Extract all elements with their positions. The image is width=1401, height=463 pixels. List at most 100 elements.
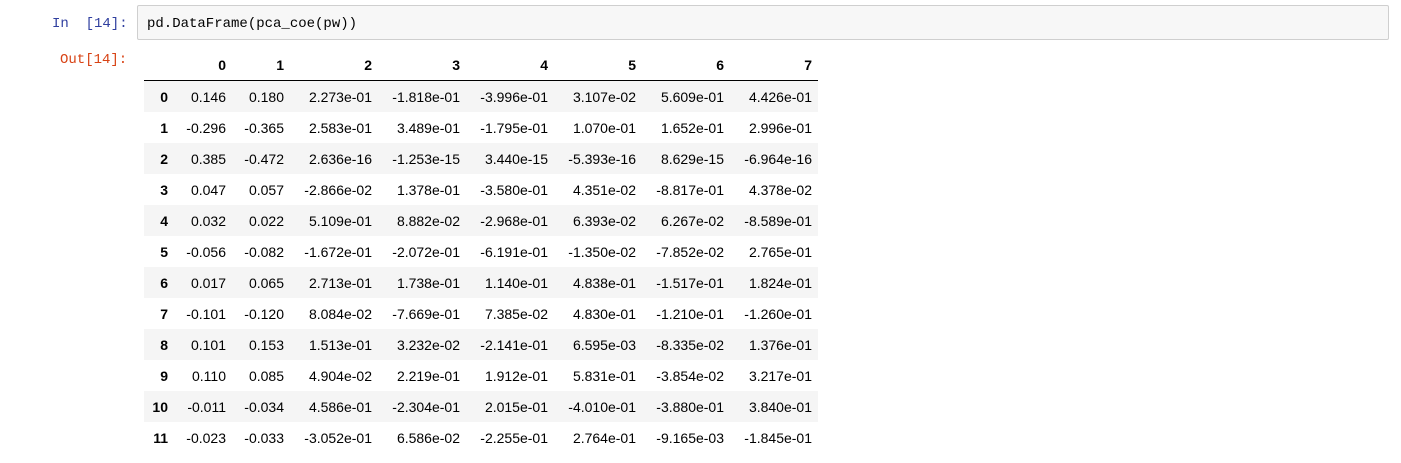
table-cell: 0.022	[248, 212, 284, 229]
table-cell: 4.351e-02	[572, 181, 636, 198]
table-cell: 6.393e-02	[572, 212, 636, 229]
table-cell: 2.583e-01	[308, 119, 372, 136]
table-cell: 1.824e-01	[748, 274, 812, 291]
table-row: 5 -0.056 -0.082 -1.672e-01 -2.072e-01 -6.191e…	[144, 236, 818, 267]
table-cell: -2.141e-01	[480, 336, 548, 353]
table-cell: -9.165e-03	[656, 429, 724, 446]
table-cell: -0.033	[244, 429, 284, 446]
table-cell: 0.017	[190, 274, 226, 291]
table-cell: 1.070e-01	[572, 119, 636, 136]
row-index: 10	[152, 398, 168, 415]
table-cell: -3.052e-01	[304, 429, 372, 446]
table-cell: 4.830e-01	[572, 305, 636, 322]
table-cell: -0.034	[244, 398, 284, 415]
table-cell: -3.996e-01	[480, 88, 548, 105]
row-index: 5	[160, 243, 168, 260]
column-header: 4	[466, 49, 554, 81]
table-cell: 2.713e-01	[308, 274, 372, 291]
table-cell: 3.232e-02	[396, 336, 460, 353]
table-cell: 4.904e-02	[308, 367, 372, 384]
table-cell: -1.253e-15	[392, 150, 460, 167]
table-cell: -0.472	[244, 150, 284, 167]
table-cell: -0.296	[186, 119, 226, 136]
table-cell: 8.084e-02	[308, 305, 372, 322]
table-cell: -8.589e-01	[744, 212, 812, 229]
table-cell: 4.378e-02	[748, 181, 812, 198]
code-cell-input[interactable]: pd.DataFrame(pca_coe(pw))	[137, 5, 1389, 40]
row-index: 11	[153, 429, 168, 446]
row-index: 7	[160, 305, 168, 322]
table-row: 11 -0.023 -0.033 -3.052e-01 6.586e-02 -2.255e…	[144, 422, 818, 453]
table-row: 0 0.146 0.180 2.273e-01 -1.818e-01 -3.996e-01…	[144, 80, 818, 112]
table-cell: 2.764e-01	[572, 429, 636, 446]
table-cell: -0.082	[244, 243, 284, 260]
table-cell: -3.880e-01	[656, 398, 724, 415]
table-cell: 0.153	[248, 336, 284, 353]
table-cell: -6.191e-01	[480, 243, 548, 260]
table-cell: -6.964e-16	[744, 150, 812, 167]
column-header: 7	[730, 49, 818, 81]
table-cell: 3.107e-02	[572, 88, 636, 105]
table-cell: 5.109e-01	[308, 212, 372, 229]
table-cell: -2.866e-02	[304, 181, 372, 198]
table-cell: 2.636e-16	[308, 150, 372, 167]
table-cell: 2.765e-01	[748, 243, 812, 260]
row-index: 2	[160, 150, 168, 167]
table-cell: -1.210e-01	[656, 305, 724, 322]
table-cell: -1.845e-01	[744, 429, 812, 446]
table-cell: 5.831e-01	[572, 367, 636, 384]
output-prompt: Out[14]:	[60, 52, 128, 68]
table-cell: 3.840e-01	[748, 398, 812, 415]
column-header: 1	[232, 49, 290, 81]
table-cell: -3.580e-01	[480, 181, 548, 198]
table-cell: 2.273e-01	[308, 88, 372, 105]
table-cell: 2.996e-01	[748, 119, 812, 136]
table-cell: 0.146	[190, 88, 226, 105]
table-row: 3 0.047 0.057 -2.866e-02 1.378e-01 -3.580e-01…	[144, 174, 818, 205]
table-row: 4 0.032 0.022 5.109e-01 8.882e-02 -2.968e-01 6…	[144, 205, 818, 236]
table-cell: 4.426e-01	[748, 88, 812, 105]
column-header: 0	[174, 49, 232, 81]
table-cell: 3.440e-15	[484, 150, 548, 167]
row-index: 8	[160, 336, 168, 353]
table-cell: -0.120	[244, 305, 284, 322]
table-cell: 0.110	[192, 367, 226, 384]
row-index: 0	[160, 88, 168, 105]
table-row: 1 -0.296 -0.365 2.583e-01 3.489e-01 -1.795e-0…	[144, 112, 818, 143]
table-cell: -7.669e-01	[392, 305, 460, 322]
table-cell: 3.489e-01	[396, 119, 460, 136]
table-cell: -1.517e-01	[656, 274, 724, 291]
table-cell: 0.085	[248, 367, 284, 384]
table-cell: 8.882e-02	[396, 212, 460, 229]
table-cell: 0.057	[248, 181, 284, 198]
table-cell: 1.652e-01	[660, 119, 724, 136]
table-cell: 1.513e-01	[308, 336, 372, 353]
column-header: 2	[290, 49, 378, 81]
table-cell: -0.101	[186, 305, 226, 322]
table-cell: 6.267e-02	[660, 212, 724, 229]
table-cell: -0.056	[186, 243, 226, 260]
row-index: 4	[160, 212, 168, 229]
table-cell: 0.047	[190, 181, 226, 198]
table-cell: -2.072e-01	[392, 243, 460, 260]
table-cell: 4.586e-01	[308, 398, 372, 415]
table-row: 10 -0.011 -0.034 4.586e-01 -2.304e-01 2.015e-…	[144, 391, 818, 422]
table-cell: 0.180	[248, 88, 284, 105]
table-cell: -1.672e-01	[304, 243, 372, 260]
row-index: 6	[160, 274, 168, 291]
table-cell: 0.101	[190, 336, 226, 353]
table-cell: 0.065	[248, 274, 284, 291]
table-cell: -0.365	[244, 119, 284, 136]
table-row: 6 0.017 0.065 2.713e-01 1.738e-01 1.140e-01 4.…	[144, 267, 818, 298]
table-cell: -1.350e-02	[568, 243, 636, 260]
table-cell: 1.376e-01	[748, 336, 812, 353]
input-prompt: In [14]:	[52, 16, 128, 32]
column-header: 3	[378, 49, 466, 81]
table-cell: -8.335e-02	[656, 336, 724, 353]
table-cell: 1.738e-01	[396, 274, 460, 291]
table-cell: -0.023	[186, 429, 226, 446]
table-cell: -5.393e-16	[568, 150, 636, 167]
table-body: 0 0.146 0.180 2.273e-01 -1.818e-01 -3.996e-01…	[144, 80, 818, 454]
